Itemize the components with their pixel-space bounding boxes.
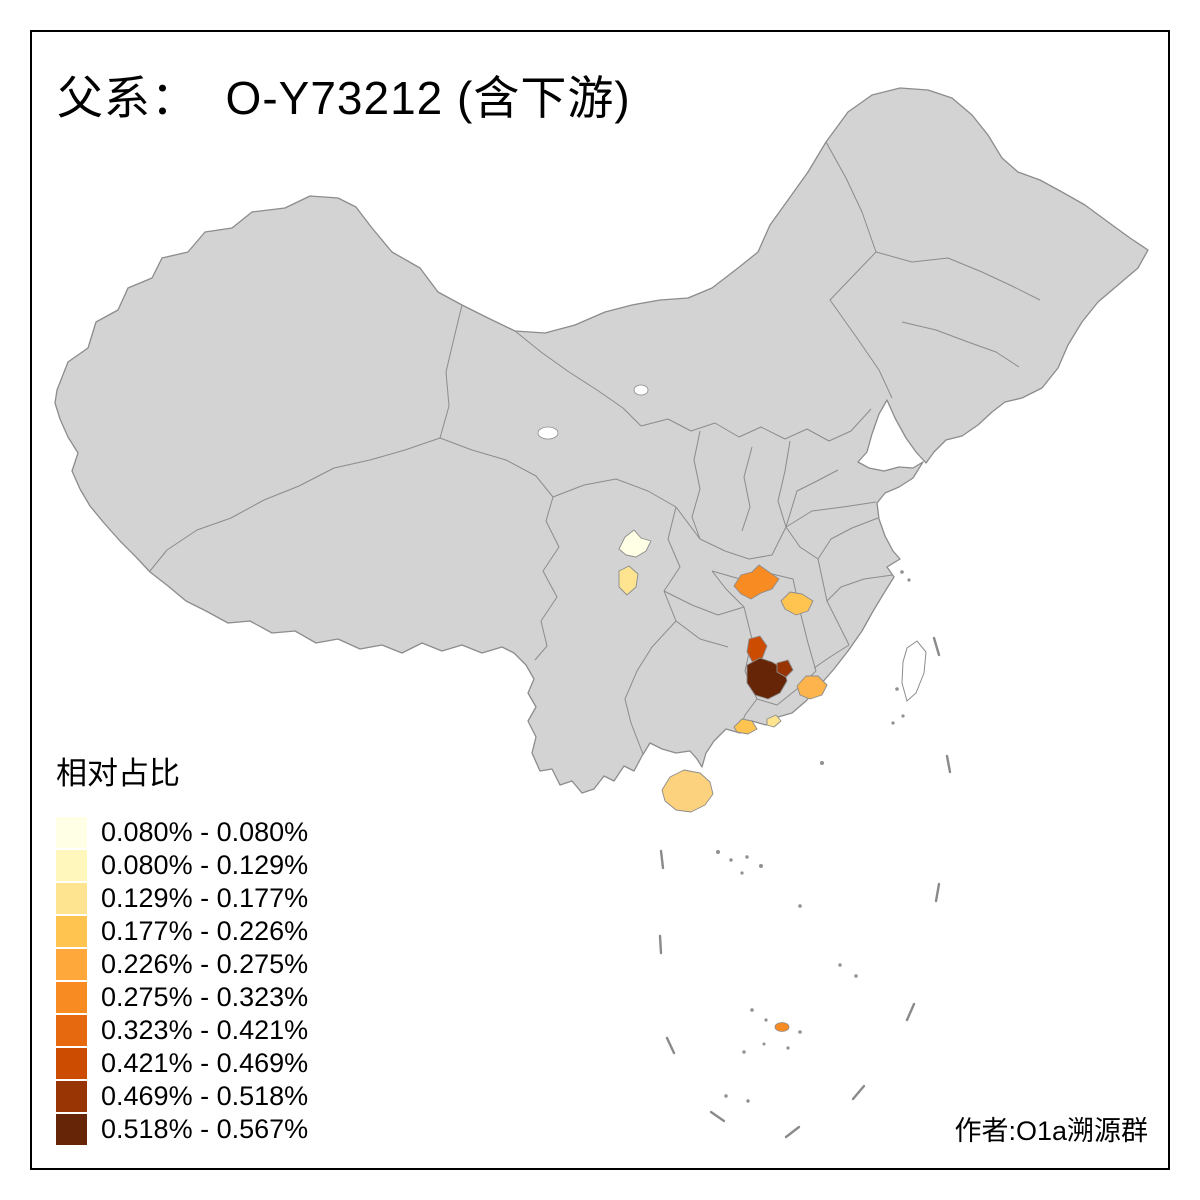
legend-label: 0.275% - 0.323% bbox=[101, 982, 309, 1012]
legend-swatch bbox=[56, 982, 87, 1013]
legend-item: 0.421% - 0.469% bbox=[56, 1048, 308, 1079]
legend-item: 0.226% - 0.275% bbox=[56, 949, 308, 980]
legend-label: 0.518% - 0.567% bbox=[101, 1114, 309, 1144]
highlight-west-guangdong-small bbox=[766, 714, 782, 728]
legend-label: 0.080% - 0.080% bbox=[101, 817, 309, 847]
legend-item: 0.177% - 0.226% bbox=[56, 916, 308, 947]
legend-item: 0.080% - 0.129% bbox=[56, 850, 308, 881]
highlight-central-sichuan bbox=[618, 565, 639, 596]
legend-title: 相对占比 bbox=[56, 756, 180, 791]
legend-swatch bbox=[56, 850, 87, 881]
legend-label: 0.080% - 0.129% bbox=[101, 850, 309, 880]
legend-swatch bbox=[56, 949, 87, 980]
legend-swatch bbox=[56, 1048, 87, 1079]
map-title: 父系： O-Y73212 (含下游) bbox=[57, 72, 631, 124]
nine-dash-line bbox=[658, 636, 952, 1139]
legend-label: 0.323% - 0.421% bbox=[101, 1015, 309, 1045]
author-credit: 作者:O1a溯源群 bbox=[954, 1116, 1148, 1146]
legend-item: 0.129% - 0.177% bbox=[56, 883, 308, 914]
legend-label: 0.177% - 0.226% bbox=[101, 916, 309, 946]
legend-swatch bbox=[56, 1081, 87, 1112]
legend-label: 0.226% - 0.275% bbox=[101, 949, 309, 979]
legend: 相对占比 0.080% - 0.080% 0.080% - 0.129% 0.1… bbox=[56, 748, 308, 1147]
legend-item: 0.080% - 0.080% bbox=[56, 817, 308, 848]
lake bbox=[633, 384, 649, 396]
legend-swatch bbox=[56, 817, 87, 848]
legend-item: 0.323% - 0.421% bbox=[56, 1015, 308, 1046]
highlight-north-sichuan bbox=[618, 529, 652, 558]
legend-label: 0.129% - 0.177% bbox=[101, 883, 309, 913]
highlight-hainan-island bbox=[661, 769, 714, 813]
legend-label: 0.469% - 0.518% bbox=[101, 1081, 309, 1111]
legend-label: 0.421% - 0.469% bbox=[101, 1048, 309, 1078]
legend-swatch bbox=[56, 916, 87, 947]
legend-item: 0.275% - 0.323% bbox=[56, 982, 308, 1013]
taiwan-island bbox=[901, 640, 927, 702]
lake bbox=[537, 426, 559, 440]
legend-swatch bbox=[56, 1114, 87, 1145]
highlight-north-guangdong bbox=[796, 675, 828, 700]
highlight-south-sea-island bbox=[774, 1022, 790, 1032]
legend-swatch bbox=[56, 1015, 87, 1046]
china-mainland bbox=[54, 87, 1149, 794]
legend-swatch bbox=[56, 883, 87, 914]
legend-item: 0.518% - 0.567% bbox=[56, 1114, 308, 1145]
highlight-hunan-jiangxi-border bbox=[780, 591, 814, 616]
offshore-islets bbox=[716, 570, 911, 1103]
highlight-west-guangdong bbox=[733, 718, 758, 735]
legend-item: 0.469% - 0.518% bbox=[56, 1081, 308, 1112]
highlight-north-hunan bbox=[733, 564, 780, 600]
highlight-south-hunan-east bbox=[776, 659, 794, 678]
province-borders bbox=[149, 141, 1041, 755]
